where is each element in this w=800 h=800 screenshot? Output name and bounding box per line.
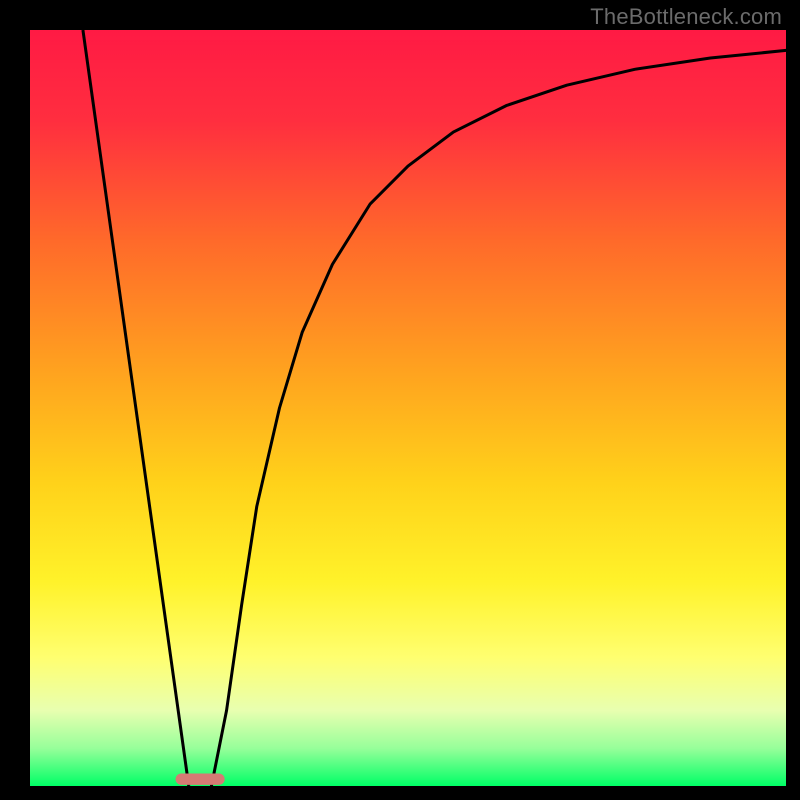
gradient-plot-area xyxy=(30,30,786,786)
chart-container: TheBottleneck.com xyxy=(0,0,800,800)
watermark-text: TheBottleneck.com xyxy=(590,4,782,30)
